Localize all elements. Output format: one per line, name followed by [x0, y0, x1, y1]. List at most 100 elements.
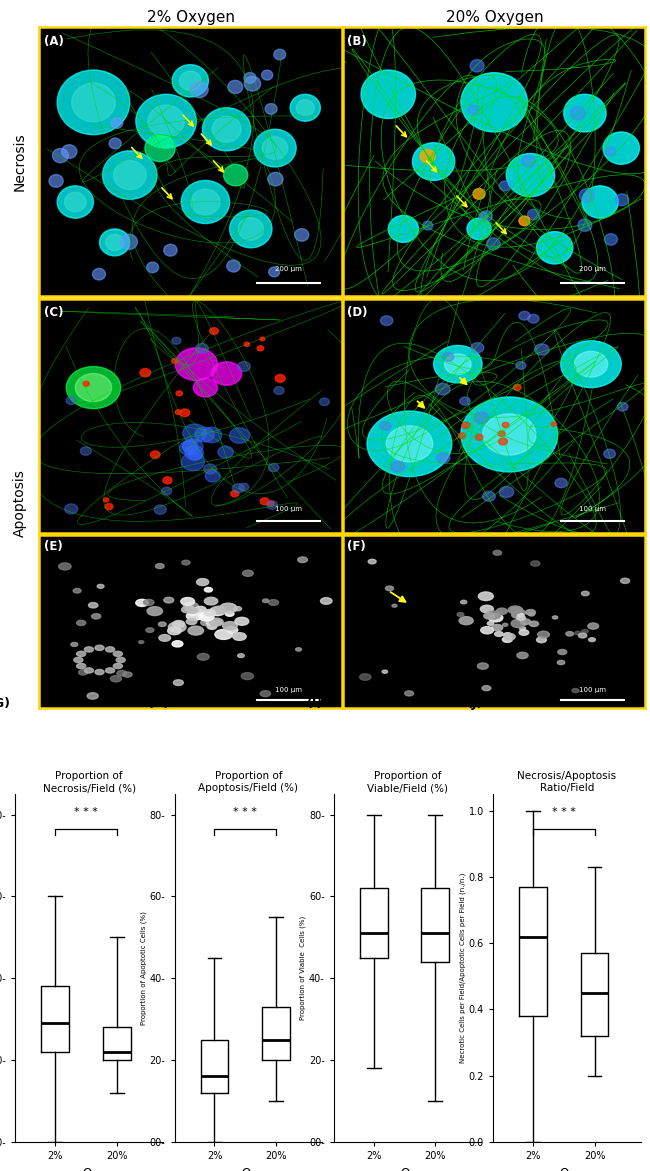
Circle shape — [528, 210, 540, 220]
Circle shape — [162, 487, 172, 495]
Text: 100 μm: 100 μm — [275, 506, 302, 512]
Circle shape — [522, 156, 535, 167]
Circle shape — [519, 311, 530, 320]
Circle shape — [105, 667, 114, 673]
Circle shape — [538, 631, 549, 638]
Circle shape — [204, 609, 215, 616]
Text: (A): (A) — [44, 35, 64, 48]
Text: (J): (J) — [467, 697, 483, 710]
Circle shape — [193, 378, 218, 397]
Circle shape — [88, 603, 98, 608]
Circle shape — [260, 498, 269, 505]
Circle shape — [260, 691, 270, 697]
Circle shape — [422, 221, 433, 230]
Circle shape — [502, 423, 509, 427]
Circle shape — [227, 260, 240, 272]
Circle shape — [617, 403, 628, 411]
Text: Apoptosis: Apoptosis — [12, 470, 27, 537]
Circle shape — [181, 597, 194, 605]
Circle shape — [206, 622, 213, 625]
Circle shape — [172, 358, 177, 363]
Circle shape — [457, 612, 464, 617]
Circle shape — [244, 342, 250, 347]
Circle shape — [229, 210, 272, 248]
Circle shape — [517, 616, 525, 621]
Circle shape — [238, 362, 250, 371]
Circle shape — [204, 597, 218, 605]
Circle shape — [71, 643, 78, 646]
Circle shape — [210, 328, 218, 335]
Circle shape — [235, 617, 249, 625]
Circle shape — [275, 375, 285, 382]
Circle shape — [482, 492, 495, 501]
Circle shape — [136, 600, 148, 607]
Title: Necrosis/Apoptosis
Ratio/Field: Necrosis/Apoptosis Ratio/Field — [517, 771, 616, 794]
Circle shape — [145, 135, 175, 162]
Circle shape — [512, 612, 523, 618]
Circle shape — [616, 194, 629, 206]
Circle shape — [53, 149, 68, 163]
Circle shape — [220, 603, 237, 614]
Text: 200 μm: 200 μm — [579, 266, 606, 272]
Text: (B): (B) — [347, 35, 367, 48]
Circle shape — [521, 618, 530, 624]
Circle shape — [84, 667, 94, 673]
Circle shape — [483, 413, 536, 456]
Circle shape — [111, 118, 123, 129]
Circle shape — [294, 228, 309, 241]
Circle shape — [181, 180, 229, 224]
Circle shape — [588, 623, 599, 629]
Circle shape — [499, 182, 510, 191]
Circle shape — [190, 82, 208, 97]
Text: (F): (F) — [347, 540, 366, 554]
Circle shape — [445, 354, 471, 375]
Circle shape — [265, 103, 277, 115]
Circle shape — [578, 219, 592, 232]
Circle shape — [179, 71, 202, 90]
Text: 100 μm: 100 μm — [579, 687, 606, 693]
Circle shape — [420, 150, 435, 163]
Circle shape — [103, 151, 157, 199]
Circle shape — [74, 657, 83, 663]
Circle shape — [290, 95, 320, 122]
Circle shape — [123, 672, 132, 677]
Text: (C): (C) — [44, 306, 63, 319]
Title: Proportion of
Viable/Field (%): Proportion of Viable/Field (%) — [367, 771, 448, 794]
Circle shape — [261, 70, 273, 80]
Circle shape — [198, 653, 209, 660]
Circle shape — [159, 622, 166, 626]
Circle shape — [83, 382, 90, 386]
Circle shape — [215, 629, 233, 639]
Text: * * *: * * * — [233, 807, 257, 817]
Circle shape — [482, 686, 491, 691]
Circle shape — [239, 484, 249, 491]
Circle shape — [467, 218, 491, 240]
Circle shape — [487, 238, 500, 249]
Circle shape — [621, 578, 630, 583]
Circle shape — [459, 617, 473, 624]
Circle shape — [534, 344, 549, 355]
Circle shape — [319, 398, 330, 405]
Circle shape — [488, 614, 503, 622]
Circle shape — [603, 132, 640, 164]
Circle shape — [434, 345, 482, 383]
Circle shape — [557, 660, 565, 665]
Circle shape — [212, 116, 241, 142]
Text: 2% Oxygen: 2% Oxygen — [147, 11, 235, 25]
Circle shape — [202, 108, 251, 151]
Circle shape — [582, 630, 588, 634]
Circle shape — [187, 611, 202, 621]
Circle shape — [168, 622, 186, 632]
Circle shape — [528, 314, 539, 323]
Circle shape — [260, 337, 265, 341]
Text: (G): (G) — [0, 697, 10, 710]
Circle shape — [499, 486, 514, 498]
Circle shape — [392, 604, 397, 608]
Circle shape — [484, 612, 495, 619]
Circle shape — [182, 560, 190, 564]
Circle shape — [493, 550, 502, 555]
Circle shape — [506, 153, 554, 197]
Circle shape — [105, 234, 124, 251]
Circle shape — [480, 211, 492, 221]
Circle shape — [202, 427, 222, 443]
